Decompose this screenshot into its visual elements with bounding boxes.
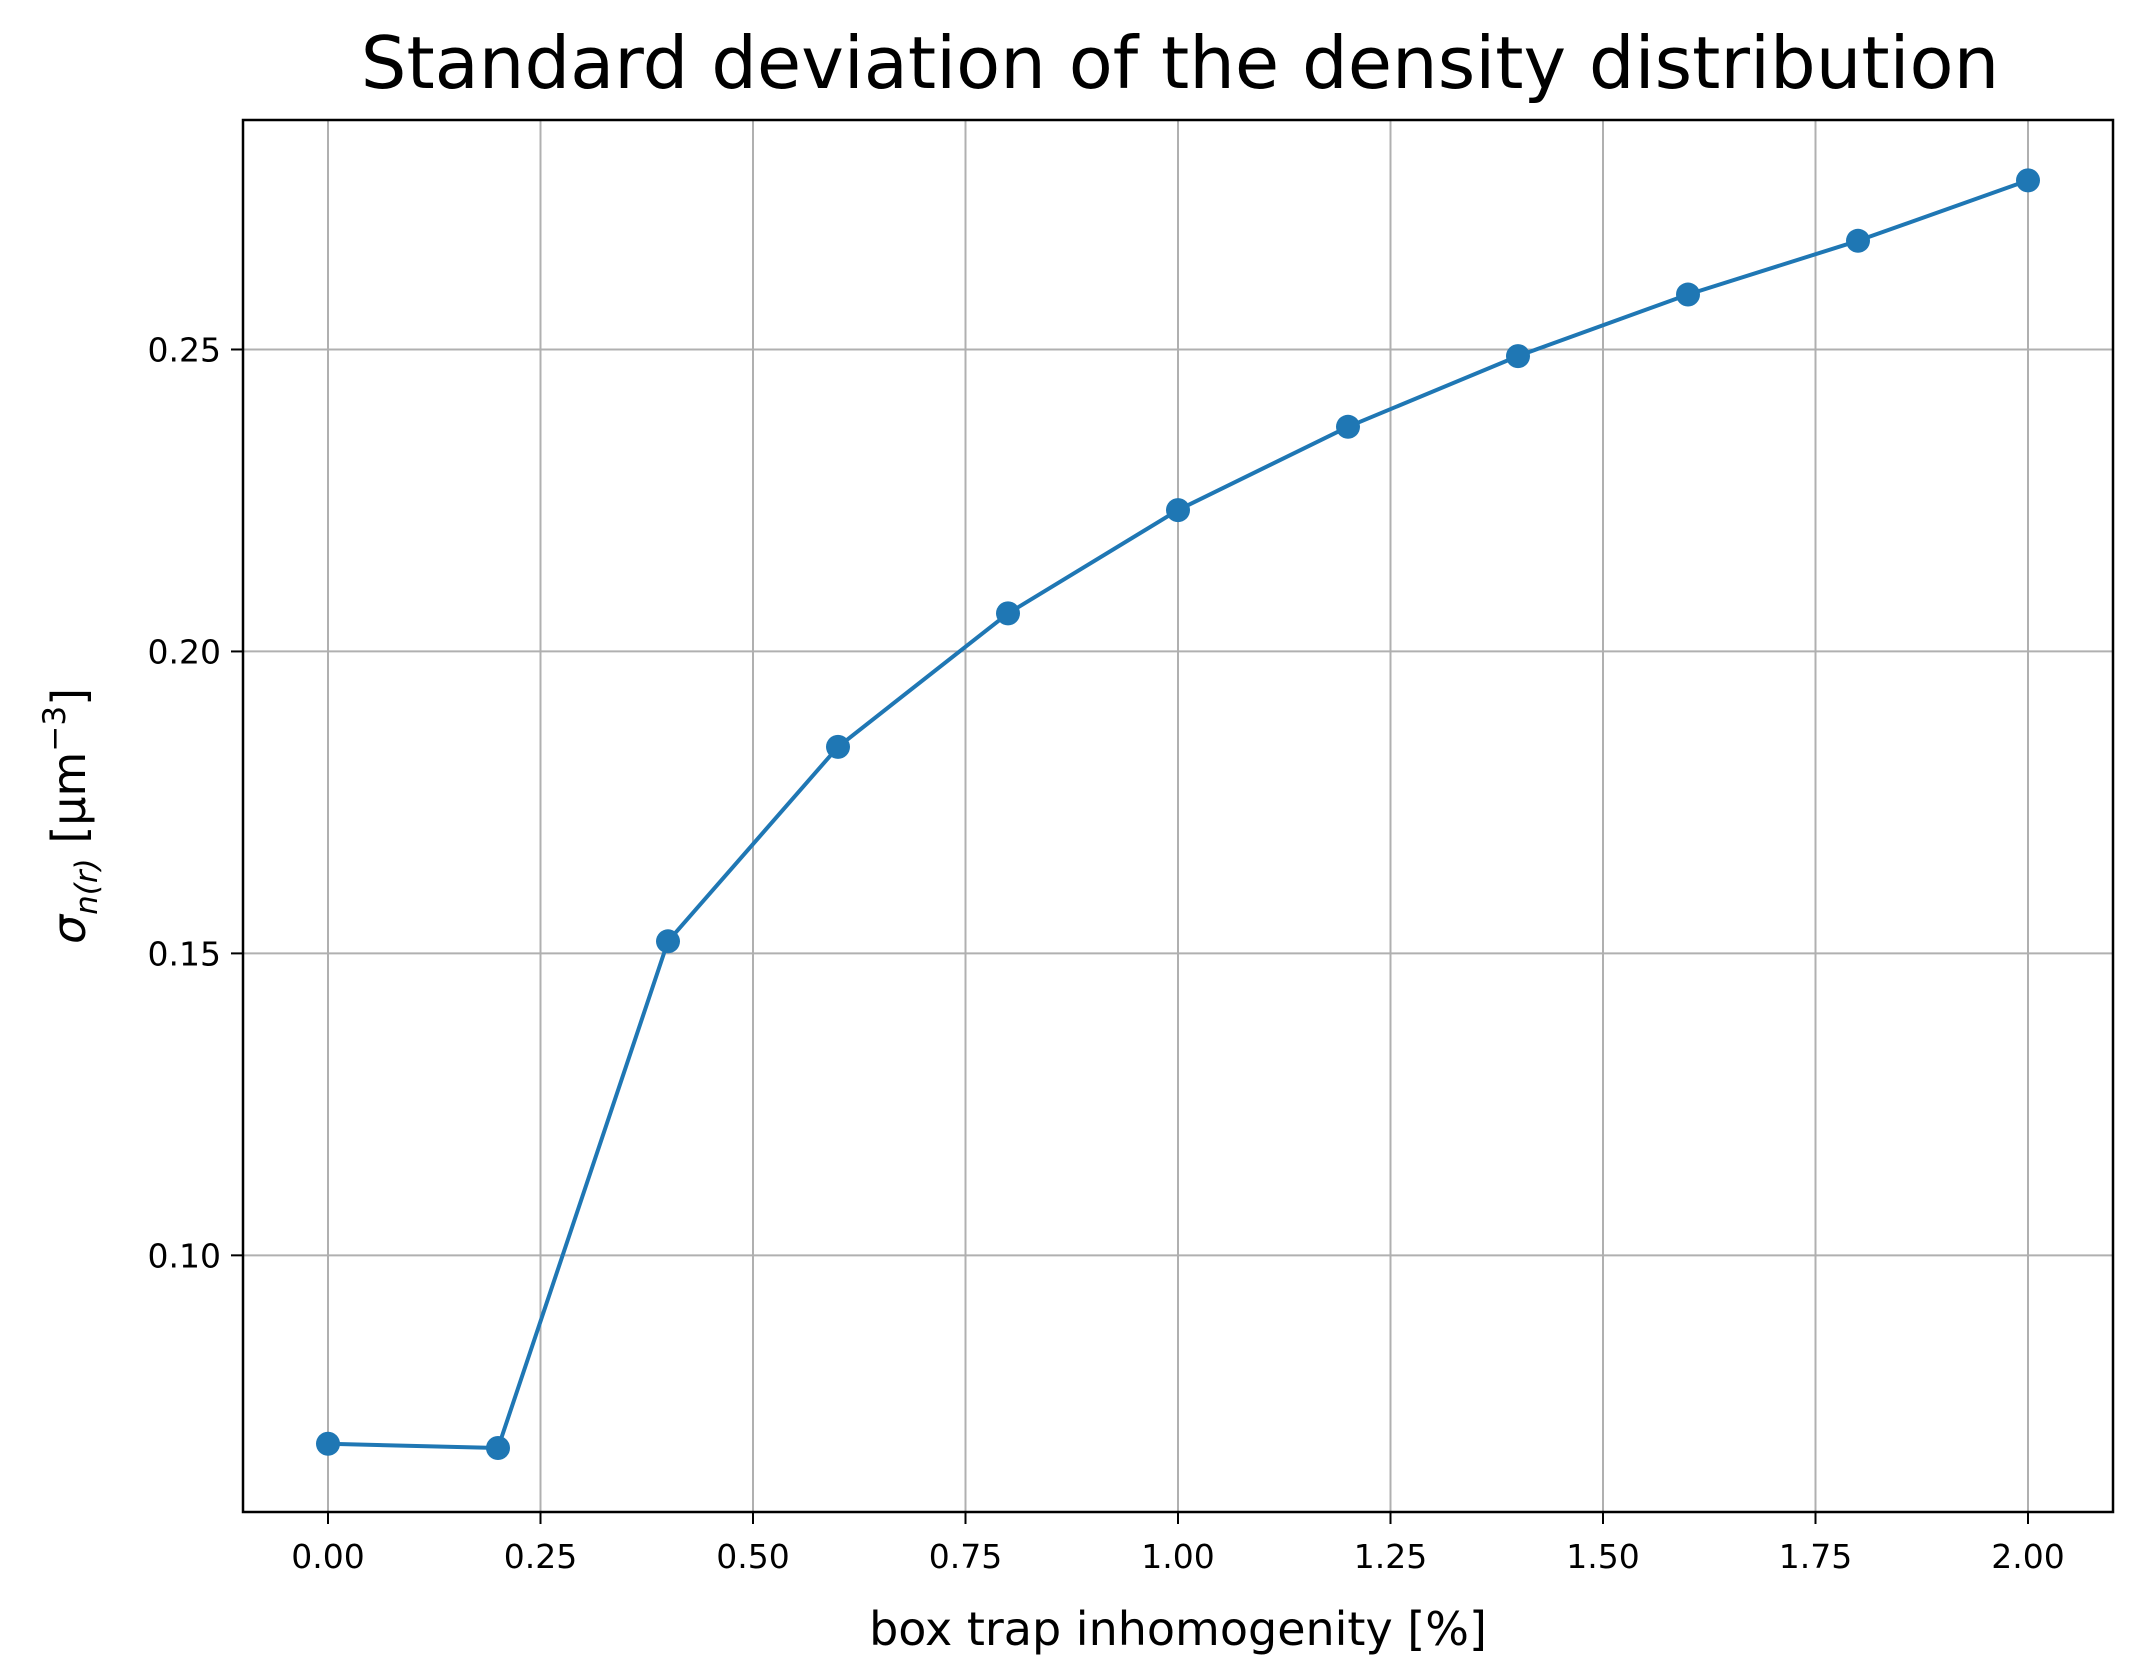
data-point [656,929,680,954]
data-point [1336,414,1360,439]
chart-title: Standard deviation of the density distri… [361,21,2000,105]
x-tick-label: 1.00 [1141,1537,1214,1576]
y-axis-label-symbol: σ [42,913,96,944]
y-tick-label: 0.20 [148,632,221,671]
y-axis-label: σn(r) [μm−3] [37,688,105,944]
series-group [316,168,2040,1460]
data-point [1676,282,1700,307]
data-point [826,734,850,759]
y-axis-label-subscript: n(r) [69,858,105,915]
y-tick-label: 0.10 [148,1236,221,1275]
grid-lines [243,120,2113,1512]
x-tick-label: 0.00 [291,1537,364,1576]
data-point [1506,344,1530,369]
y-axis-label-unit: [μm [42,752,96,859]
x-tick-label: 1.25 [1354,1537,1427,1576]
y-tick-label: 0.25 [148,330,221,369]
data-point [316,1431,340,1456]
x-axis-label: box trap inhomogenity [%] [869,1602,1487,1656]
data-point [996,601,1020,626]
y-tick-label: 0.15 [148,934,221,973]
x-tick-label: 0.50 [716,1537,789,1576]
data-point [1846,228,1870,253]
data-point [2016,168,2040,193]
x-tick-label: 0.75 [929,1537,1002,1576]
x-tick-label: 1.75 [1779,1537,1852,1576]
x-tick-label: 1.50 [1566,1537,1639,1576]
y-axis-label-exponent: −3 [37,706,73,752]
x-tick-label: 0.25 [504,1537,577,1576]
data-point [1166,498,1190,523]
x-tick-label: 2.00 [1991,1537,2064,1576]
y-axis-label-close: ] [42,688,96,706]
data-point [486,1435,510,1460]
y-axis: 0.10 0.15 0.20 0.25 [148,330,243,1275]
x-axis: 0.00 0.25 0.50 0.75 1.00 1.25 1.50 1.75 2.00 [291,1512,2065,1576]
